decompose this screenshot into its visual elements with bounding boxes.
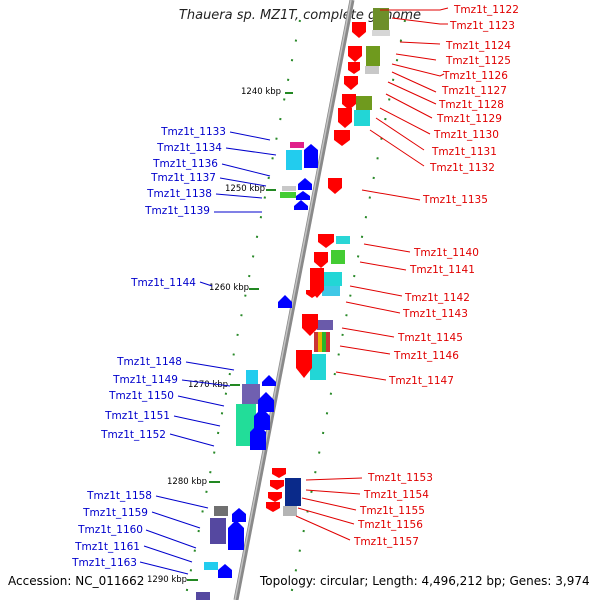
gene-label-tmz1t-1123: Tmz1t_1123	[449, 20, 515, 32]
gene-label-tmz1t-1133: Tmz1t_1133	[160, 126, 226, 138]
gene-label-tmz1t-1148: Tmz1t_1148	[116, 356, 182, 368]
gene-label-tmz1t-1139: Tmz1t_1139	[144, 205, 210, 217]
right-leader-lines	[295, 7, 449, 541]
gene-label-tmz1t-1150: Tmz1t_1150	[108, 390, 174, 402]
genome-backbone	[233, 0, 355, 600]
gene-label-tmz1t-1143: Tmz1t_1143	[402, 308, 468, 320]
scale-label-1240: 1240 kbp	[241, 87, 281, 97]
gene-label-tmz1t-1130: Tmz1t_1130	[433, 129, 499, 141]
gene-label-tmz1t-1137: Tmz1t_1137	[150, 172, 216, 184]
gene-label-tmz1t-1144: Tmz1t_1144	[130, 277, 196, 289]
reverse-features	[196, 142, 304, 600]
gene-label-tmz1t-1158: Tmz1t_1158	[86, 490, 152, 502]
gene-label-tmz1t-1160: Tmz1t_1160	[77, 524, 143, 536]
reverse-genes	[218, 144, 318, 578]
gene-label-tmz1t-1147: Tmz1t_1147	[388, 375, 454, 387]
gene-label-tmz1t-1163: Tmz1t_1163	[71, 557, 137, 569]
gene-label-tmz1t-1145: Tmz1t_1145	[397, 332, 463, 344]
accession-text: Accession: NC_011662	[8, 574, 145, 588]
scale-labels: 1240 kbp 1250 kbp 1260 kbp 1270 kbp 1280…	[147, 87, 281, 585]
gene-label-tmz1t-1146: Tmz1t_1146	[393, 350, 459, 362]
gene-label-tmz1t-1149: Tmz1t_1149	[112, 374, 178, 386]
gene-label-tmz1t-1161: Tmz1t_1161	[74, 541, 140, 553]
scale-ticks	[187, 92, 293, 581]
scale-label-1250: 1250 kbp	[225, 184, 265, 194]
scale-label-1260: 1260 kbp	[209, 283, 249, 293]
gene-label-tmz1t-1135: Tmz1t_1135	[422, 194, 488, 206]
reverse-gene-labels: Tmz1t_1133 Tmz1t_1134 Tmz1t_1136 Tmz1t_1…	[71, 126, 226, 569]
gene-label-tmz1t-1136: Tmz1t_1136	[152, 158, 218, 170]
gene-label-tmz1t-1138: Tmz1t_1138	[146, 188, 212, 200]
gene-label-tmz1t-1141: Tmz1t_1141	[409, 264, 475, 276]
gene-label-tmz1t-1157: Tmz1t_1157	[353, 536, 419, 548]
scale-label-1280: 1280 kbp	[167, 477, 207, 487]
gene-label-tmz1t-1155: Tmz1t_1155	[359, 505, 425, 517]
gene-label-tmz1t-1140: Tmz1t_1140	[413, 247, 479, 259]
forward-features	[283, 8, 390, 516]
map-title: Thauera sp. MZ1T, complete genome	[178, 8, 422, 23]
scale-label-1270: 1270 kbp	[188, 380, 228, 390]
gene-label-tmz1t-1156: Tmz1t_1156	[357, 519, 423, 531]
genome-info-text: Topology: circular; Length: 4,496,212 bp…	[260, 574, 590, 588]
forward-gene-labels: Tmz1t_1122 Tmz1t_1123 Tmz1t_1124 Tmz1t_1…	[353, 4, 519, 548]
gene-label-tmz1t-1151: Tmz1t_1151	[104, 410, 170, 422]
gene-label-tmz1t-1127: Tmz1t_1127	[441, 85, 507, 97]
gene-label-tmz1t-1153: Tmz1t_1153	[367, 472, 433, 484]
gene-label-tmz1t-1154: Tmz1t_1154	[363, 489, 429, 501]
gene-label-tmz1t-1122: Tmz1t_1122	[453, 4, 519, 16]
gene-label-tmz1t-1128: Tmz1t_1128	[438, 99, 504, 111]
gene-label-tmz1t-1129: Tmz1t_1129	[436, 113, 502, 125]
gene-label-tmz1t-1126: Tmz1t_1126	[442, 70, 508, 82]
gene-label-tmz1t-1124: Tmz1t_1124	[445, 40, 511, 52]
forward-genes	[266, 22, 366, 512]
gene-label-tmz1t-1125: Tmz1t_1125	[445, 55, 511, 67]
gene-label-tmz1t-1152: Tmz1t_1152	[100, 429, 166, 441]
left-leader-lines	[139, 131, 277, 575]
gene-label-tmz1t-1142: Tmz1t_1142	[404, 292, 470, 304]
gene-label-tmz1t-1131: Tmz1t_1131	[431, 146, 497, 158]
scale-label-1290: 1290 kbp	[147, 575, 187, 585]
gene-label-tmz1t-1132: Tmz1t_1132	[429, 162, 495, 174]
gene-label-tmz1t-1134: Tmz1t_1134	[156, 142, 222, 154]
gene-label-tmz1t-1159: Tmz1t_1159	[82, 507, 148, 519]
